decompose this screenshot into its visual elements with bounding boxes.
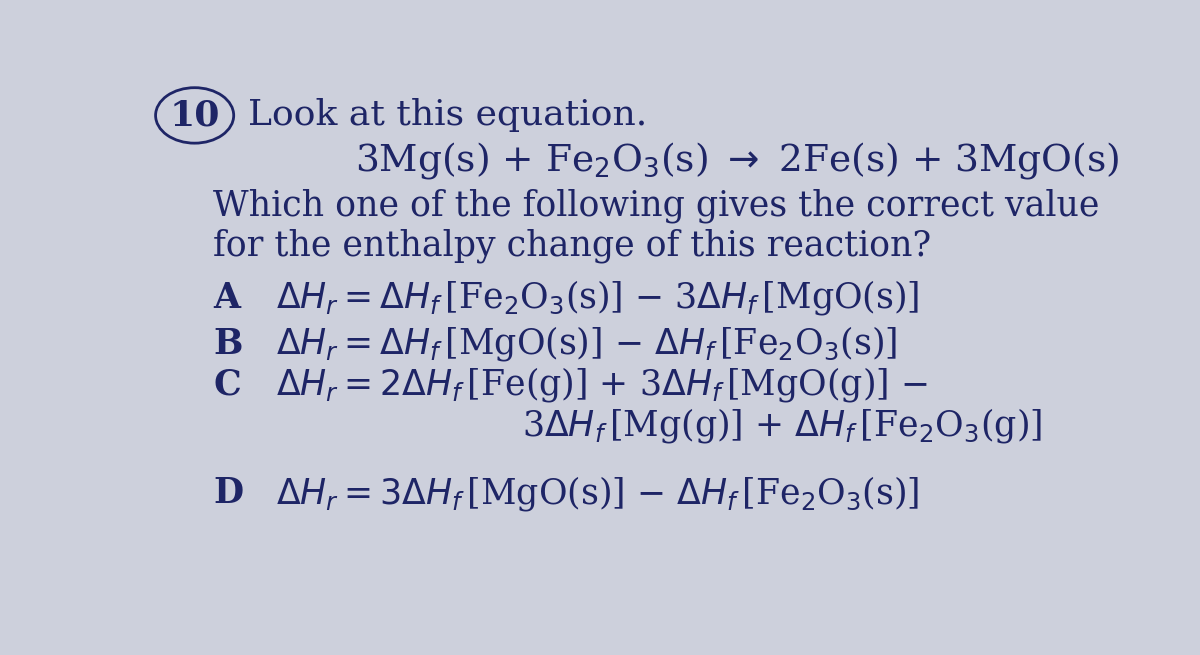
Text: Look at this equation.: Look at this equation. [247, 98, 647, 132]
Text: 10: 10 [169, 98, 220, 132]
Text: D: D [214, 476, 244, 510]
Text: $\Delta H_r = 2\Delta H_f\,$[Fe(g)] $+$ 3$\Delta H_f\,$[MgO(g)] $-$: $\Delta H_r = 2\Delta H_f\,$[Fe(g)] $+$ … [276, 365, 928, 404]
Text: A: A [214, 281, 240, 315]
Text: 3$\Delta H_f\,$[Mg(g)] $+$ $\Delta H_f\,$[Fe$_2$O$_3$(g)]: 3$\Delta H_f\,$[Mg(g)] $+$ $\Delta H_f\,… [522, 405, 1042, 445]
Text: Which one of the following gives the correct value: Which one of the following gives the cor… [214, 189, 1099, 223]
Text: $\Delta H_r = \Delta H_f\,$[Fe$_2$O$_3$(s)] $-$ 3$\Delta H_f\,$[MgO(s)]: $\Delta H_r = \Delta H_f\,$[Fe$_2$O$_3$(… [276, 278, 919, 318]
Text: B: B [214, 327, 242, 361]
Text: $\Delta H_r = \Delta H_f\,$[MgO(s)] $-$ $\Delta H_f\,$[Fe$_2$O$_3$(s)]: $\Delta H_r = \Delta H_f\,$[MgO(s)] $-$ … [276, 324, 896, 364]
Text: $\Delta H_r = 3\Delta H_f\,$[MgO(s)] $-$ $\Delta H_f\,$[Fe$_2$O$_3$(s)]: $\Delta H_r = 3\Delta H_f\,$[MgO(s)] $-$… [276, 474, 919, 513]
Text: C: C [214, 367, 241, 402]
Text: for the enthalpy change of this reaction?: for the enthalpy change of this reaction… [214, 229, 931, 263]
Text: 3Mg(s) + Fe$_2$O$_3$(s) $\rightarrow$ 2Fe(s) + 3MgO(s): 3Mg(s) + Fe$_2$O$_3$(s) $\rightarrow$ 2F… [355, 140, 1118, 181]
